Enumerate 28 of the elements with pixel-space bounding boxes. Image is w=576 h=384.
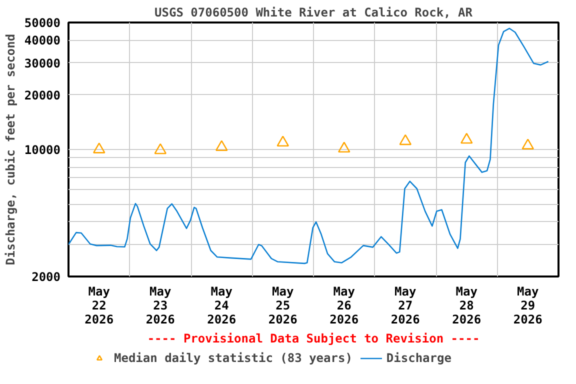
y-tick-label: 50000 — [24, 16, 60, 30]
x-tick-label: May 25 2026 — [268, 284, 298, 326]
y-tick-label: 40000 — [24, 34, 60, 48]
point — [399, 134, 412, 146]
point — [215, 140, 228, 151]
x-tick-label: May 29 2026 — [513, 284, 542, 326]
point — [522, 138, 534, 150]
point — [338, 142, 350, 153]
y-tick-label: 2000 — [32, 270, 61, 284]
chart-title: USGS 07060500 White River at Calico Rock, AR — [154, 6, 474, 20]
legend-label: Discharge — [386, 351, 452, 365]
point — [460, 132, 473, 144]
x-tick-label: May 27 2026 — [390, 284, 420, 326]
text: ---- Provisional Data Subject to Revision ---- — [147, 332, 480, 346]
x-tick-label: May 28 2026 — [452, 284, 482, 326]
legend-label: Median daily statistic (83 years) — [114, 351, 352, 365]
point — [276, 136, 290, 147]
point — [92, 142, 106, 154]
x-tick-label: May 24 2026 — [207, 284, 236, 326]
y-tick-label: 10000 — [24, 143, 60, 157]
y-tick-label: 20000 — [24, 88, 60, 102]
point — [154, 143, 167, 154]
x-tick-label: May 26 2026 — [330, 284, 359, 326]
line-series — [68, 28, 549, 264]
x-tick-label: May 22 2026 — [84, 284, 114, 326]
y-axis-title: Discharge, cubic feet per second — [3, 34, 18, 266]
x-tick-label: May 23 2026 — [146, 284, 175, 326]
y-tick-label: 30000 — [24, 56, 60, 70]
